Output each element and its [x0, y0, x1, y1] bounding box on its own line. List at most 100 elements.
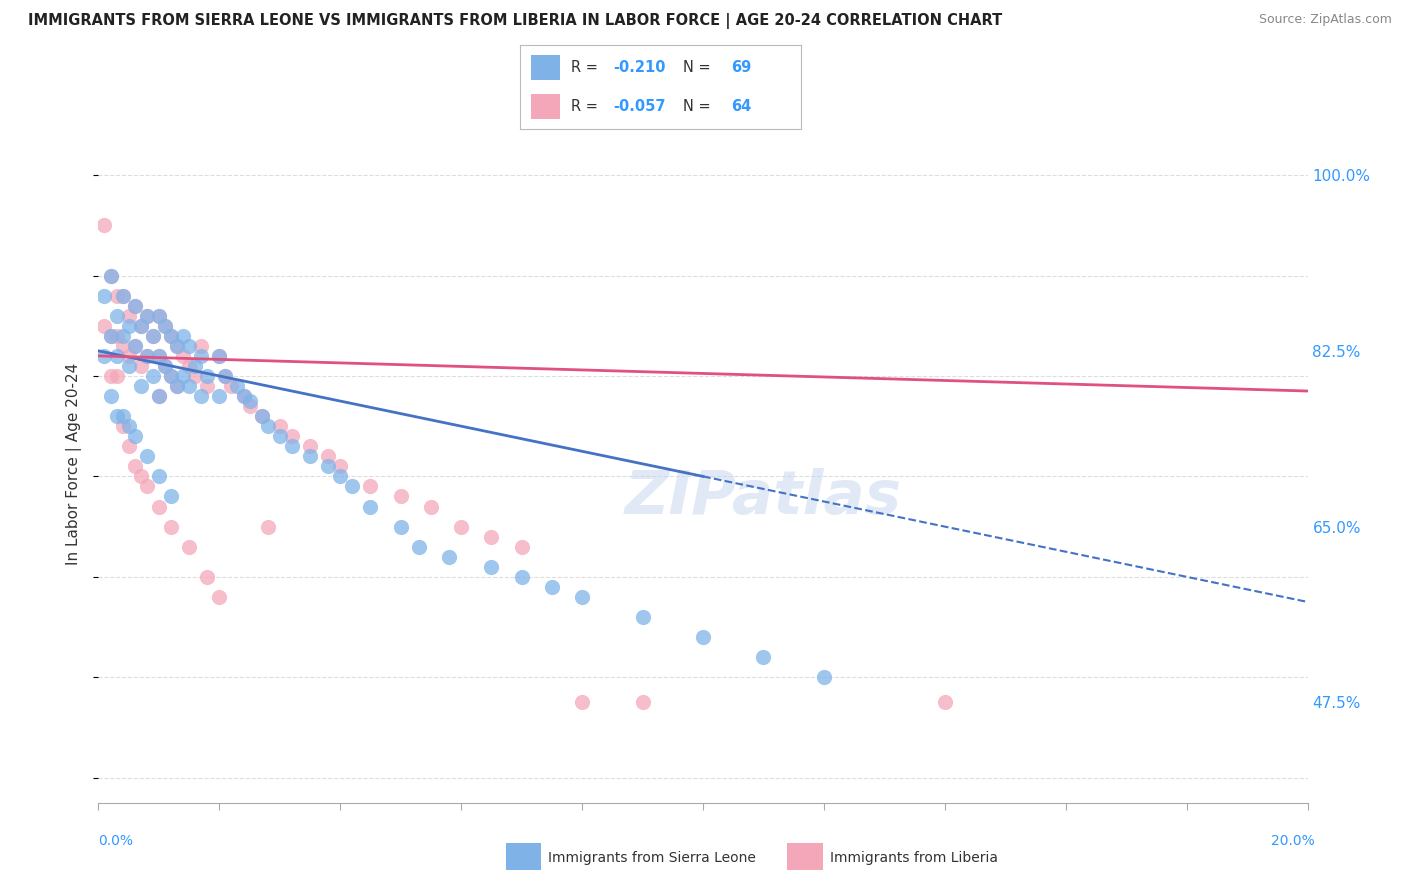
Point [118, 318, 141, 333]
Point [179, 359, 201, 373]
Point [129, 359, 152, 373]
Point [142, 328, 165, 343]
Point [111, 288, 134, 302]
Y-axis label: In Labor Force | Age 20-24: In Labor Force | Age 20-24 [66, 363, 83, 565]
Text: N =: N = [683, 60, 716, 75]
Point [153, 359, 176, 373]
Point [135, 309, 157, 323]
Point [100, 389, 122, 403]
Text: -0.057: -0.057 [613, 99, 665, 114]
Point [124, 299, 146, 313]
Point [105, 368, 128, 383]
Point [160, 519, 183, 533]
Point [281, 439, 304, 453]
Point [118, 349, 141, 363]
Point [172, 349, 194, 363]
Point [153, 318, 176, 333]
Point [148, 469, 170, 483]
Point [118, 359, 141, 373]
Point [420, 500, 443, 514]
Point [111, 328, 134, 343]
Point [269, 429, 291, 443]
Point [172, 328, 194, 343]
Point [100, 268, 122, 283]
Point [299, 450, 322, 464]
Text: R =: R = [571, 99, 602, 114]
Point [752, 650, 775, 665]
Point [142, 328, 165, 343]
Point [437, 549, 460, 564]
Point [166, 339, 188, 353]
Point [93, 219, 115, 233]
Point [510, 540, 533, 554]
Text: Immigrants from Liberia: Immigrants from Liberia [830, 851, 997, 865]
Point [389, 519, 412, 533]
Point [153, 359, 176, 373]
Point [135, 309, 157, 323]
Point [160, 490, 183, 504]
Point [160, 328, 183, 343]
Point [299, 439, 322, 453]
Point [118, 419, 141, 434]
Point [571, 590, 593, 604]
Point [148, 309, 170, 323]
Point [111, 339, 134, 353]
Point [148, 349, 170, 363]
Point [124, 339, 146, 353]
Point [111, 409, 134, 424]
Point [118, 439, 141, 453]
Point [221, 379, 243, 393]
Point [256, 519, 278, 533]
Point [239, 399, 262, 413]
Point [142, 368, 165, 383]
Point [166, 379, 188, 393]
Point [135, 450, 157, 464]
Point [166, 339, 188, 353]
Text: Immigrants from Sierra Leone: Immigrants from Sierra Leone [548, 851, 756, 865]
Point [195, 570, 218, 584]
Point [93, 318, 115, 333]
Text: 0.0%: 0.0% [98, 834, 134, 848]
Point [195, 379, 218, 393]
Point [281, 429, 304, 443]
Point [100, 328, 122, 343]
Point [190, 339, 212, 353]
Point [190, 349, 212, 363]
Text: 20.0%: 20.0% [1271, 834, 1315, 848]
Point [148, 389, 170, 403]
Point [105, 349, 128, 363]
Point [135, 479, 157, 493]
Point [329, 469, 352, 483]
Point [571, 695, 593, 709]
Point [105, 288, 128, 302]
Text: R =: R = [571, 60, 602, 75]
Point [129, 469, 152, 483]
Point [214, 368, 236, 383]
Point [250, 409, 273, 424]
Point [256, 419, 278, 434]
Point [124, 459, 146, 474]
Point [129, 318, 152, 333]
Point [184, 359, 207, 373]
Point [692, 630, 714, 644]
Point [179, 379, 201, 393]
Point [360, 500, 382, 514]
Point [184, 368, 207, 383]
Point [316, 450, 339, 464]
Point [250, 409, 273, 424]
Point [93, 349, 115, 363]
Point [934, 695, 956, 709]
Bar [531, 94, 560, 120]
Point [100, 368, 122, 383]
Point [100, 268, 122, 283]
Point [269, 419, 291, 434]
Point [135, 349, 157, 363]
Point [208, 349, 231, 363]
Point [239, 394, 262, 409]
Point [408, 540, 430, 554]
Point [190, 389, 212, 403]
Point [105, 409, 128, 424]
Point [160, 368, 183, 383]
Point [481, 530, 503, 544]
Text: ZIPatlas: ZIPatlas [624, 468, 903, 527]
